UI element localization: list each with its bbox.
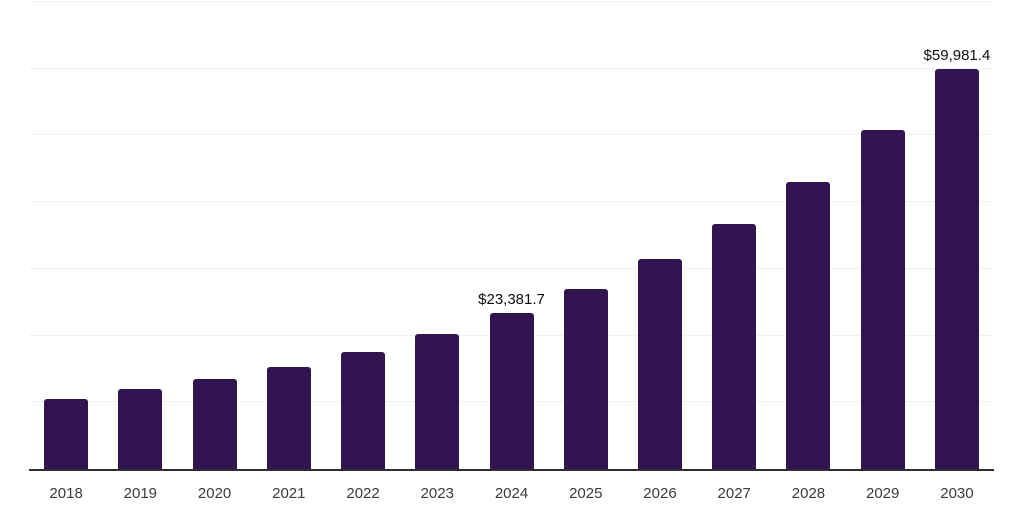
x-tick-2029: 2029 xyxy=(866,485,900,502)
x-tick-2018: 2018 xyxy=(49,485,83,502)
x-tick-2022: 2022 xyxy=(346,485,380,502)
x-tick-2026: 2026 xyxy=(643,485,677,502)
bar-2025 xyxy=(563,289,608,469)
x-axis-line xyxy=(29,469,994,471)
bar-2030 xyxy=(934,68,979,469)
bar-slot-2020 xyxy=(177,2,251,469)
x-tick-2024: 2024 xyxy=(494,485,529,502)
data-label-2030: $59,981.4 xyxy=(923,46,991,64)
gridline-60000 xyxy=(29,67,994,69)
x-tick-2025: 2025 xyxy=(569,485,603,502)
x-tick-2030: 2030 xyxy=(940,485,974,502)
bar-slot-2025 xyxy=(549,2,623,469)
bars-container: $23,381.7 $59,981.4 xyxy=(29,2,994,469)
plot-area: $23,381.7 $59,981.4 xyxy=(29,1,994,469)
x-tick-2021: 2021 xyxy=(272,485,306,502)
bar-2020 xyxy=(192,379,237,469)
x-tick-2019: 2019 xyxy=(123,485,158,502)
data-label-2024: $23,381.7 xyxy=(478,291,545,309)
bar-slot-2026 xyxy=(623,2,697,469)
x-tick-2020: 2020 xyxy=(197,485,232,502)
bar-2024 xyxy=(489,313,534,469)
bar-slot-2023 xyxy=(400,2,474,469)
bar-slot-2019 xyxy=(103,2,177,469)
bar-2019 xyxy=(118,389,163,469)
bar-2026 xyxy=(637,259,682,469)
x-tick-2023: 2023 xyxy=(420,485,454,502)
bar-2028 xyxy=(786,182,831,469)
bar-2021 xyxy=(266,367,311,469)
gridline-70000 xyxy=(29,1,994,2)
gridline-40000 xyxy=(29,201,994,203)
bar-slot-2024: $23,381.7 xyxy=(474,2,548,469)
bar-2022 xyxy=(341,352,386,469)
bar-slot-2022 xyxy=(326,2,400,469)
bar-2018 xyxy=(44,398,89,469)
gridline-50000 xyxy=(29,134,994,136)
bar-2029 xyxy=(860,129,905,469)
bar-slot-2018 xyxy=(29,2,103,469)
gridline-30000 xyxy=(29,267,994,269)
bar-2027 xyxy=(712,224,757,469)
bar-slot-2028 xyxy=(771,2,845,469)
bar-slot-2029 xyxy=(846,2,920,469)
x-tick-2027: 2027 xyxy=(717,485,751,502)
bar-slot-2027 xyxy=(697,2,771,469)
bar-2023 xyxy=(415,334,460,469)
x-tick-2028: 2028 xyxy=(791,485,826,502)
x-axis-tick-labels: 2018 2019 2020 2021 2022 2023 2024 2025 2026 2027… xyxy=(29,486,994,502)
bar-slot-2030: $59,981.4 xyxy=(920,2,994,469)
bar-slot-2021 xyxy=(252,2,326,469)
